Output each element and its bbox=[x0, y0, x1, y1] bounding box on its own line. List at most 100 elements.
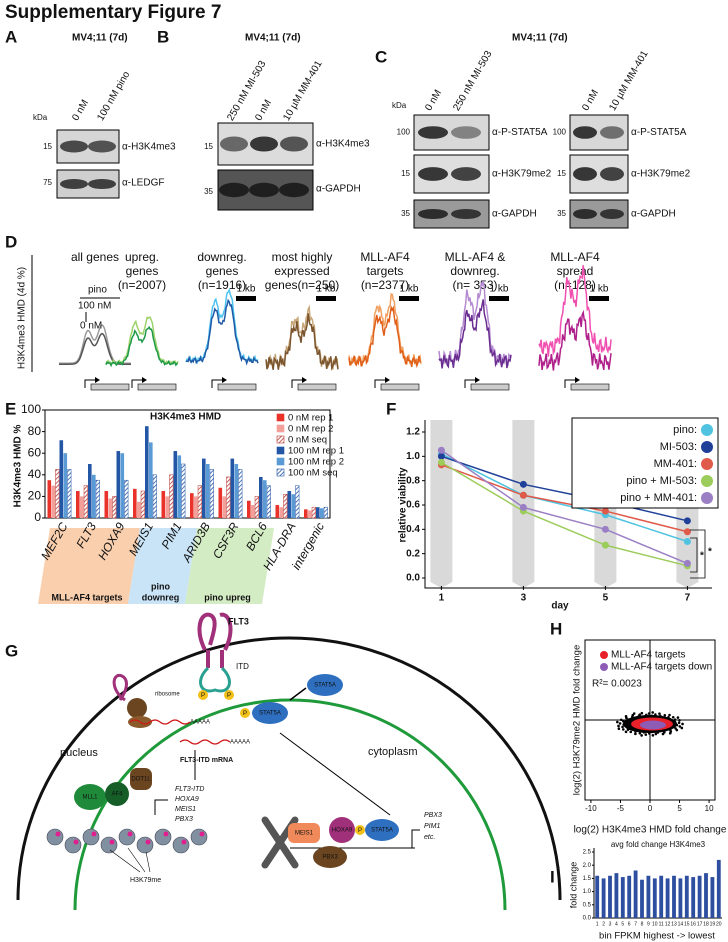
blot-band bbox=[600, 126, 624, 139]
dot1l bbox=[130, 768, 152, 790]
plot-frame bbox=[44, 409, 331, 519]
day-band bbox=[430, 420, 453, 588]
gene-body bbox=[137, 383, 177, 391]
bar bbox=[601, 878, 606, 918]
axis-label: day bbox=[551, 601, 569, 612]
group-label: genes bbox=[126, 264, 159, 278]
x-tick-label: 12 bbox=[665, 921, 671, 927]
y-tick-label: 80 bbox=[28, 424, 42, 438]
cloud-point bbox=[654, 732, 658, 736]
label: MEIS1 bbox=[175, 806, 196, 813]
bar bbox=[710, 877, 715, 918]
label: AAAAA bbox=[230, 740, 250, 746]
antibody-label: α-GAPDH bbox=[492, 209, 537, 220]
point bbox=[601, 507, 609, 515]
legend-marker bbox=[701, 424, 713, 436]
x-tick-label: 13 bbox=[671, 921, 677, 927]
scale-bar bbox=[399, 296, 419, 301]
lane-label: 10 µM MM-401 bbox=[607, 49, 650, 113]
legend-label: 100 nM rep 2 bbox=[288, 457, 344, 468]
cloud-point bbox=[634, 732, 637, 736]
label: FLT3 bbox=[228, 616, 249, 626]
legend-swatch bbox=[276, 413, 285, 422]
cell-membrane bbox=[16, 636, 562, 901]
nucleosome bbox=[190, 828, 208, 846]
group-label: pino upreg bbox=[204, 592, 251, 602]
condition-label: MV4;11 (7d) bbox=[512, 33, 568, 44]
y-tick-label: 0 bbox=[34, 510, 41, 524]
x-tick-label: 1 bbox=[596, 921, 599, 927]
axis-label: log(2) H3K79me2 HMD fold change bbox=[572, 645, 583, 796]
scale-bar-label: 1 kb bbox=[490, 284, 509, 295]
label: P bbox=[201, 693, 205, 699]
bar bbox=[652, 878, 657, 918]
x-tick-label: 9 bbox=[647, 921, 650, 927]
gene-arrow bbox=[131, 379, 142, 388]
kda-marker: 35 bbox=[557, 209, 566, 218]
bar bbox=[320, 508, 324, 518]
bar bbox=[665, 878, 670, 918]
bar bbox=[308, 510, 312, 518]
label: MEIS1 bbox=[295, 831, 314, 837]
bar bbox=[266, 485, 271, 519]
legend-marker bbox=[600, 651, 608, 659]
legend-swatch bbox=[276, 446, 285, 455]
bar bbox=[226, 476, 231, 519]
panel-letter: A bbox=[5, 27, 17, 46]
x-tick-label: 8 bbox=[641, 921, 644, 927]
gene-arrow bbox=[84, 379, 95, 388]
kda-marker: 35 bbox=[401, 209, 410, 218]
axis-label: relative viability bbox=[398, 467, 409, 542]
x-tick-label: 14 bbox=[678, 921, 684, 927]
label: cytoplasm bbox=[368, 746, 418, 758]
group-label: all genes bbox=[71, 250, 119, 264]
phospho bbox=[240, 708, 250, 718]
x-tick-label: 11 bbox=[659, 921, 664, 927]
y-tick-label: 1.5 bbox=[583, 876, 592, 882]
nucleosome bbox=[82, 828, 100, 846]
bar bbox=[67, 469, 72, 519]
cloud-point bbox=[651, 711, 654, 714]
label: STAT5A bbox=[371, 828, 393, 834]
ribosome-large bbox=[127, 698, 147, 718]
stat5a bbox=[252, 702, 288, 724]
kda-marker: 75 bbox=[43, 178, 52, 187]
bar bbox=[190, 493, 194, 518]
cloud-point bbox=[661, 732, 665, 736]
bar bbox=[149, 442, 153, 518]
bar bbox=[218, 487, 223, 518]
x-tick-label: 0 bbox=[648, 804, 653, 813]
receptor bbox=[197, 612, 233, 668]
gene-arrow bbox=[464, 379, 475, 388]
nascent-receptor bbox=[112, 673, 128, 702]
arrow-head bbox=[142, 377, 147, 383]
group-label: (n=1916) bbox=[198, 278, 246, 292]
stat5a bbox=[365, 819, 399, 841]
group-label: downreg. bbox=[450, 264, 499, 278]
label: PBX3 bbox=[322, 855, 338, 861]
kda-label: kDa bbox=[33, 113, 48, 122]
x-tick-label: 3 bbox=[521, 593, 527, 604]
bar bbox=[311, 506, 316, 519]
blot-band bbox=[249, 182, 279, 198]
series-line bbox=[441, 453, 688, 543]
y-tick-label: 40 bbox=[28, 467, 42, 481]
panel-letter: I bbox=[550, 867, 555, 886]
cloud-point bbox=[681, 722, 684, 726]
methyl-mark bbox=[199, 831, 205, 837]
y-tick-label: 0.0 bbox=[583, 916, 592, 922]
mrna bbox=[179, 739, 231, 745]
profile-line bbox=[185, 298, 259, 366]
legend-label: pino bbox=[88, 285, 107, 296]
group-label: spread bbox=[557, 264, 594, 278]
bar bbox=[124, 479, 129, 519]
cloud-point bbox=[668, 713, 671, 717]
legend-swatch bbox=[276, 435, 285, 444]
label: H3K79me bbox=[130, 877, 161, 884]
x-tick-label: 5 bbox=[621, 921, 624, 927]
bar bbox=[247, 500, 251, 518]
kda-marker: 15 bbox=[204, 142, 213, 151]
x-tick-label: 4 bbox=[615, 921, 618, 927]
bracket bbox=[690, 529, 706, 579]
bar bbox=[137, 501, 141, 518]
